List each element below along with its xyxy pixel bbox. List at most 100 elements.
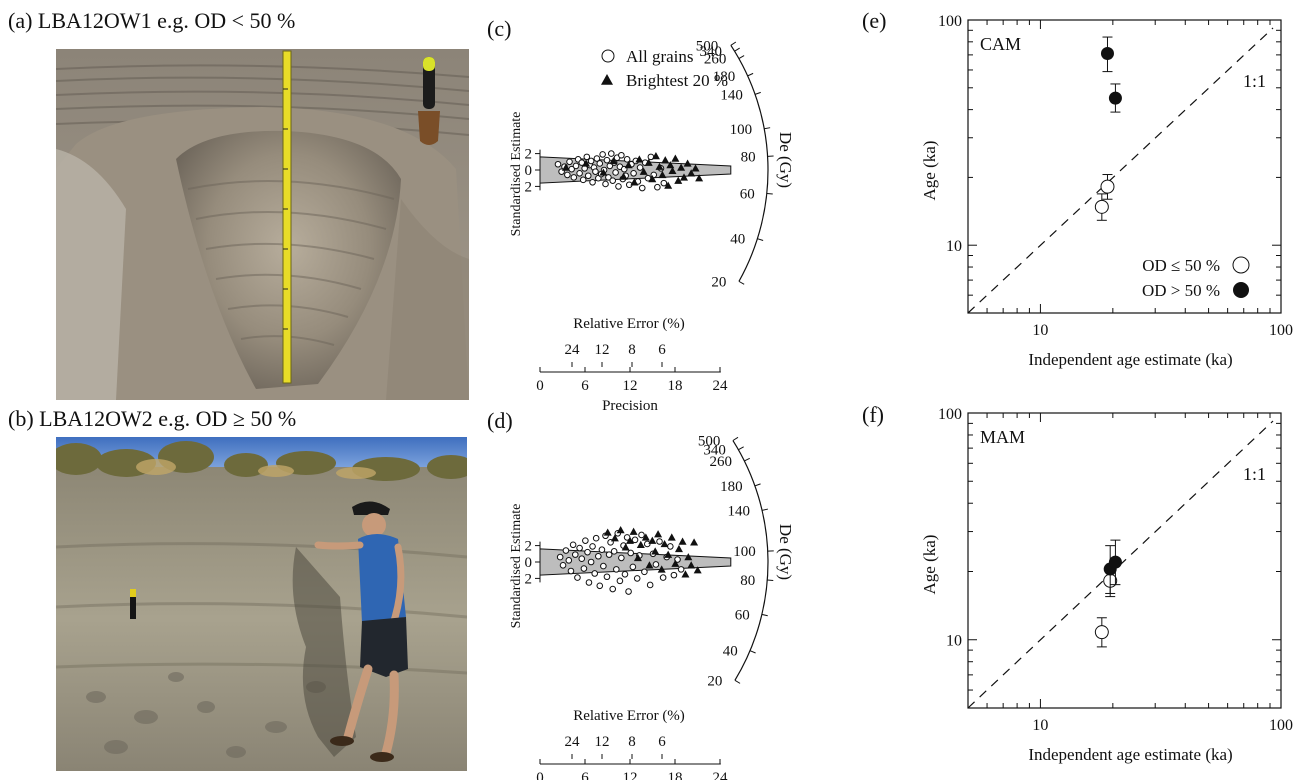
data-point-brightest [629, 527, 638, 535]
radial-tick-label: 40 [730, 232, 745, 248]
y-tick-label: 10 [946, 238, 962, 255]
data-point-all-grains [656, 538, 663, 545]
radial-tick-label: 140 [727, 503, 750, 519]
panel-f-label: (f) [862, 402, 884, 427]
data-point-brightest [619, 172, 628, 180]
radial-tick-label: 340 [703, 443, 726, 459]
data-point-brightest [687, 561, 696, 569]
one-to-one-label: 1:1 [1243, 464, 1266, 484]
data-point-all-grains [576, 544, 583, 552]
data-point-brightest [684, 553, 693, 561]
data-point-all-grains [631, 536, 639, 544]
data-point-all-grains [579, 176, 587, 184]
data-point-all-grains [667, 543, 674, 550]
data-point-all-grains [600, 562, 607, 570]
data-point-all-grains [556, 553, 564, 561]
data-point-all-grains [643, 540, 651, 548]
data-point-all-grains [583, 153, 591, 161]
x-tick-label: 24 [713, 770, 729, 780]
radial-tick [749, 650, 756, 654]
data-point-brightest [654, 530, 663, 538]
radial-tick-label: 80 [740, 573, 755, 589]
radial-tick-label: 20 [707, 673, 722, 689]
radial-axis-arc [730, 44, 769, 282]
data-point-brightest [616, 526, 625, 534]
data-point-all-grains [638, 531, 645, 539]
legend-symbol-filled-triangle [601, 74, 613, 85]
data-point-all-grains [670, 571, 678, 579]
x-tick-label: 10 [1032, 322, 1048, 339]
panel-c-label: (c) [487, 16, 512, 41]
data-point-all-grains [591, 570, 599, 577]
radial-tick [757, 238, 764, 241]
x-secondary-tick-label: 12 [595, 734, 610, 750]
x-tick-label: 12 [623, 770, 638, 780]
y-tick-label: 2 [525, 179, 533, 195]
data-point-all-grains [607, 150, 615, 157]
data-point-all-grains [602, 180, 609, 188]
data-point-brightest [664, 181, 673, 189]
radial-axis-label: De (Gy) [776, 524, 795, 580]
data-point-all-grains [593, 155, 601, 162]
data-point-all-grains [589, 179, 596, 186]
data-point-all-grains [574, 574, 581, 581]
radial-tick-label: 500 [698, 434, 721, 450]
data-point-brightest [687, 169, 696, 177]
panel-e-label: (e) [862, 8, 887, 33]
y-axis-label: Standardised Estimate [509, 112, 524, 237]
radial-tick-label: 100 [733, 544, 756, 560]
data-point-brightest [603, 528, 612, 536]
data-point-all-grains [605, 551, 613, 558]
y-tick-label: 2 [525, 539, 533, 555]
data-point-all-grains [570, 174, 578, 181]
data-point-all-grains [609, 585, 617, 593]
data-point-brightest [664, 550, 673, 558]
data-point-brightest [644, 158, 653, 166]
data-point-brightest [666, 161, 675, 169]
y-tick-label: 2 [525, 147, 533, 163]
data-point-brightest [639, 167, 648, 175]
radial-tick [747, 72, 754, 77]
data-point-all-grains [569, 541, 577, 549]
data-point-all-grains [623, 156, 631, 163]
data-point-all-grains [578, 555, 586, 563]
y-tick-label: 2 [525, 571, 533, 587]
radial-tick [754, 91, 761, 95]
plot-frame [967, 19, 1282, 314]
data-point-brightest [690, 538, 699, 546]
data-point-brightest [661, 156, 670, 164]
radial-axis-arc [732, 440, 769, 681]
data-point-brightest [677, 163, 686, 171]
y-tick-label: 10 [946, 633, 962, 650]
data-point-all-grains [621, 571, 629, 578]
x-tick-label: 100 [1269, 717, 1293, 734]
data-point-all-grains [612, 169, 619, 176]
data-point-brightest [693, 566, 702, 574]
data-point-all-grains [603, 156, 611, 164]
x-secondary-tick-label: 12 [595, 342, 610, 358]
data-point-all-grains [584, 172, 592, 180]
data-point-brightest [674, 544, 683, 553]
radial-tick-label: 260 [709, 454, 732, 470]
data-point-all-grains [598, 546, 606, 554]
sediment-section-photo [56, 437, 467, 771]
data-point-brightest [582, 159, 591, 167]
x-tick-label: 100 [1269, 322, 1293, 339]
data-point-brightest [671, 559, 680, 567]
radial-tick [738, 55, 745, 59]
data-point-brightest [680, 173, 688, 181]
data-point-all-grains [659, 574, 667, 581]
data-point-all-grains [625, 588, 632, 595]
x-axis-label: Precision [602, 398, 658, 414]
data-point-brightest [633, 553, 642, 562]
data-point-brightest [657, 565, 666, 573]
data-point-brightest [630, 178, 639, 186]
data-point-all-grains [646, 581, 654, 589]
radial-tick [730, 41, 737, 46]
data-point-all-grains [566, 158, 573, 166]
x-tick-label: 0 [536, 378, 544, 394]
data-point-all-grains [633, 575, 641, 582]
data-point-all-grains [584, 548, 591, 556]
data-point-brightest [668, 166, 677, 175]
